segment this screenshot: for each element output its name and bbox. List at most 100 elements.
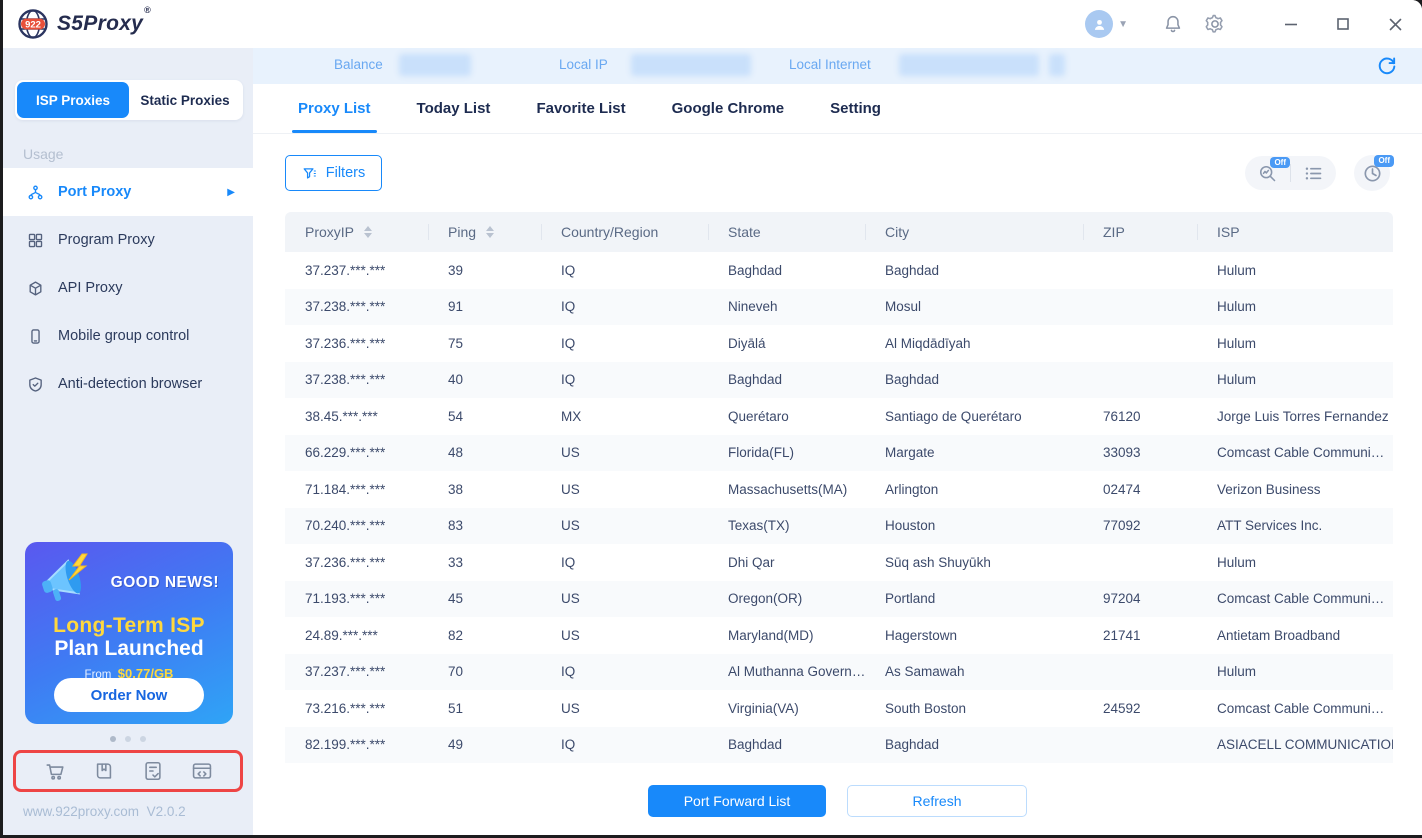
- table-cell: Arlington: [885, 481, 939, 497]
- table-cell: ASIACELL COMMUNICATION…: [1217, 737, 1393, 753]
- sidebar: ISP Proxies Static Proxies Usage Port Pr…: [3, 48, 253, 835]
- table-row[interactable]: 66.229.***.*** 48 US Florida(FL) Margate 3309…: [285, 434, 1393, 471]
- svg-text:922: 922: [25, 20, 41, 31]
- avatar-caret-icon[interactable]: ▼: [1118, 18, 1128, 30]
- app-logo: 922 S5Proxy®: [17, 5, 151, 40]
- sort-icon[interactable]: [486, 226, 495, 238]
- carousel-dot[interactable]: [125, 736, 131, 742]
- carousel-dot[interactable]: [110, 736, 116, 742]
- column-header-country: Country/Region: [541, 212, 708, 252]
- order-now-button[interactable]: Order Now: [54, 678, 204, 712]
- column-header-ping[interactable]: Ping: [428, 212, 541, 252]
- table-cell: Massachusetts(MA): [728, 481, 848, 497]
- promo-title-line2: Plan Launched: [54, 637, 204, 660]
- table-cell: Baghdad: [885, 372, 940, 388]
- local-internet-label: Local Internet: [789, 57, 871, 72]
- sidebar-item-anti-detection-browser[interactable]: Anti-detection browser: [3, 360, 253, 408]
- list-view-icon[interactable]: [1303, 163, 1324, 184]
- carousel-dots: [3, 736, 253, 742]
- tab-isp-proxies[interactable]: ISP Proxies: [17, 82, 129, 118]
- table-cell: [1083, 252, 1197, 289]
- tab-google-chrome[interactable]: Google Chrome: [671, 100, 785, 117]
- table-row[interactable]: 38.45.***.*** 54 MX Querétaro Santiago de Qu…: [285, 398, 1393, 435]
- table-row[interactable]: 37.237.***.*** 70 IQ Al Muthanna Govern… As …: [285, 653, 1393, 690]
- maximize-button[interactable]: [1334, 15, 1352, 33]
- table-cell: 71.184.***.***: [305, 481, 386, 497]
- table-cell: MX: [561, 408, 582, 424]
- notifications-bell-icon[interactable]: [1162, 13, 1184, 35]
- sidebar-item-port-proxy[interactable]: Port Proxy ▶: [3, 168, 253, 216]
- table-row[interactable]: 70.240.***.*** 83 US Texas(TX) Houston 77092 A…: [285, 507, 1393, 544]
- promo-banner[interactable]: GOOD NEWS! Long-Term ISP Plan Launched F…: [25, 542, 233, 724]
- table-row[interactable]: 37.236.***.*** 33 IQ Dhi Qar Sūq ash Shuyūkh…: [285, 544, 1393, 581]
- carousel-dot[interactable]: [140, 736, 146, 742]
- sidebar-item-program-proxy[interactable]: Program Proxy: [3, 216, 253, 264]
- table-row[interactable]: 37.237.***.*** 39 IQ Baghdad Baghdad Hulum: [285, 252, 1393, 289]
- table-cell: 91: [448, 299, 464, 315]
- table-row[interactable]: 82.199.***.*** 49 IQ Baghdad Baghdad ASIACELL…: [285, 726, 1393, 763]
- speed-test-icon[interactable]: Off: [1257, 156, 1290, 184]
- table-cell: 37.238.***.***: [305, 372, 386, 388]
- table-cell: 70.240.***.***: [305, 518, 386, 534]
- settings-gear-icon[interactable]: [1204, 13, 1226, 35]
- code-window-icon[interactable]: [191, 760, 213, 782]
- doc-check-icon[interactable]: [142, 760, 164, 782]
- table-cell: 33093: [1103, 445, 1141, 461]
- table-row[interactable]: 71.193.***.*** 45 US Oregon(OR) Portland 9720…: [285, 580, 1393, 617]
- table-cell: Oregon(OR): [728, 591, 803, 607]
- table-row[interactable]: 71.184.***.*** 38 US Massachusetts(MA) Arlin…: [285, 471, 1393, 508]
- tab-favorite-list[interactable]: Favorite List: [536, 100, 626, 117]
- auto-refresh-timer-button[interactable]: Off: [1354, 155, 1394, 191]
- sidebar-item-label: Port Proxy: [58, 184, 132, 200]
- table-cell: Jorge Luis Torres Fernandez: [1217, 408, 1389, 424]
- table-cell: 37.236.***.***: [305, 335, 386, 351]
- table-row[interactable]: 37.238.***.*** 91 IQ Nineveh Mosul Hulum: [285, 288, 1393, 326]
- table-cell: 54: [448, 408, 464, 424]
- sort-icon[interactable]: [364, 226, 373, 238]
- table-cell: [1083, 289, 1197, 326]
- tab-proxy-list[interactable]: Proxy List: [292, 84, 377, 133]
- column-header-zip: ZIP: [1083, 212, 1197, 252]
- table-body: 37.237.***.*** 39 IQ Baghdad Baghdad Hulum 37.…: [285, 252, 1393, 763]
- table-cell: Hulum: [1217, 262, 1257, 278]
- table-cell: 38: [448, 481, 464, 497]
- title-bar: 922 S5Proxy® ▼: [3, 0, 1422, 48]
- table-cell: 37.237.***.***: [305, 664, 386, 680]
- table-cell: Maryland(MD): [728, 627, 814, 643]
- sidebar-item-label: API Proxy: [58, 280, 123, 296]
- sidebar-item-api-proxy[interactable]: API Proxy: [3, 264, 253, 312]
- toolbar-divider: [1290, 164, 1291, 182]
- minimize-button[interactable]: [1282, 15, 1300, 33]
- tab-today-list[interactable]: Today List: [416, 100, 491, 117]
- table-cell: Virginia(VA): [728, 700, 799, 716]
- sidebar-item-mobile-group-control[interactable]: Mobile group control: [3, 312, 253, 360]
- user-avatar[interactable]: [1085, 10, 1114, 38]
- table-cell: [1083, 362, 1197, 399]
- table-cell: 21741: [1103, 627, 1141, 643]
- table-cell: Comcast Cable Communi…: [1217, 700, 1385, 716]
- table-cell: 24.89.***.***: [305, 627, 378, 643]
- close-button[interactable]: [1386, 15, 1404, 33]
- table-row[interactable]: 24.89.***.*** 82 US Maryland(MD) Hagerstown 2…: [285, 617, 1393, 654]
- column-header-proxyip[interactable]: ProxyIP: [285, 212, 428, 252]
- refresh-button[interactable]: Refresh: [847, 785, 1027, 817]
- refresh-icon[interactable]: [1376, 55, 1398, 77]
- table-cell: IQ: [561, 335, 576, 351]
- manual-book-icon[interactable]: [93, 760, 115, 782]
- table-cell: 33: [448, 554, 464, 570]
- quick-links-highlighted: [13, 750, 243, 792]
- port-forward-list-button[interactable]: Port Forward List: [648, 785, 826, 817]
- table-cell: 49: [448, 737, 464, 753]
- tab-setting[interactable]: Setting: [830, 100, 881, 117]
- table-cell: 82.199.***.***: [305, 737, 386, 753]
- table-row[interactable]: 37.238.***.*** 40 IQ Baghdad Baghdad Hulum: [285, 361, 1393, 399]
- table-cell: 73.216.***.***: [305, 700, 386, 716]
- tab-static-proxies[interactable]: Static Proxies: [140, 92, 230, 108]
- table-row[interactable]: 37.236.***.*** 75 IQ Diyālá Al Miqdādīyah Hul…: [285, 325, 1393, 362]
- table-row[interactable]: 73.216.***.*** 51 US Virginia(VA) South Bost…: [285, 690, 1393, 727]
- cart-icon[interactable]: [44, 760, 66, 782]
- site-version: www.922proxy.com V2.0.2: [23, 804, 186, 819]
- filters-button[interactable]: Filters: [285, 155, 382, 191]
- flag-blurred: [1049, 54, 1065, 76]
- sidebar-item-label: Anti-detection browser: [58, 376, 203, 392]
